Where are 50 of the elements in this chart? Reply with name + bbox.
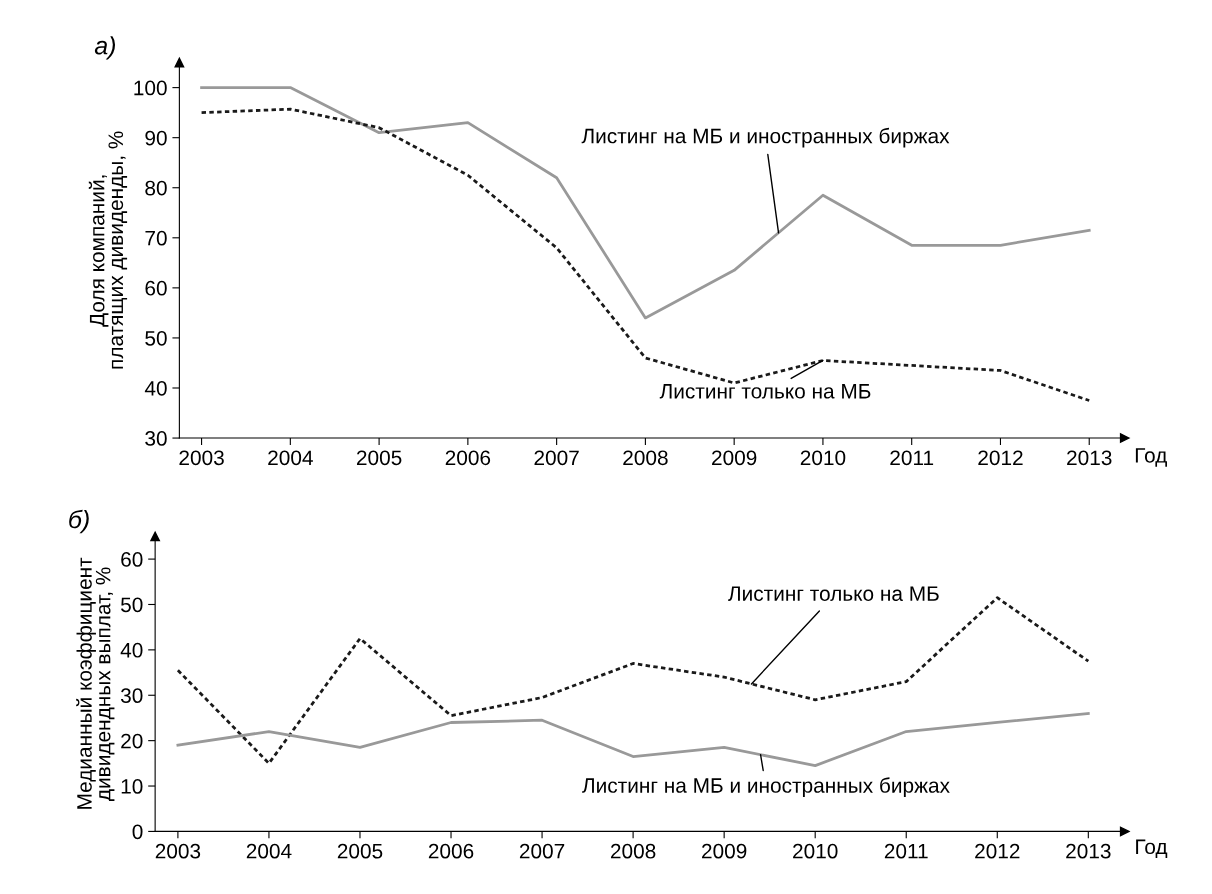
x-tick-label: 2013 (1066, 843, 1111, 859)
x-tick-label: 2009 (712, 450, 757, 466)
series-label: Листинг только на МБ (728, 586, 939, 601)
y-tick-label: 20 (121, 733, 143, 749)
y-tick-label: 100 (134, 80, 167, 96)
x-tick-label: 2004 (246, 843, 292, 859)
x-axis-title: Год (1135, 448, 1167, 467)
line-series (200, 107, 1091, 402)
x-tick-label: 2010 (800, 450, 846, 466)
line-series (176, 712, 1090, 767)
x-tick-label: 2007 (534, 450, 579, 466)
series-label: Листинг только на МБ (659, 384, 871, 399)
x-tick-label: 2006 (428, 843, 474, 859)
y-tick-label: 60 (121, 552, 143, 567)
y-tick-label: 90 (145, 130, 167, 146)
x-tick-label: 2005 (356, 450, 402, 466)
y-tick-label: 70 (145, 230, 167, 246)
x-tick-label: 2012 (978, 450, 1023, 466)
x-tick-label: 2006 (445, 450, 491, 466)
y-tick-label: 40 (120, 642, 143, 658)
y-tick-label: 0 (132, 824, 143, 840)
x-tick-label: 2003 (179, 450, 224, 466)
series-label: Листинг на МБ и иностранных биржах (581, 127, 950, 148)
y-tick-label: 50 (145, 330, 167, 346)
y-tick-label: 60 (145, 280, 167, 296)
x-axis-title: Год (1136, 839, 1168, 859)
x-tick-label: 2011 (890, 450, 934, 466)
x-tick-label: 2005 (337, 843, 383, 859)
y-tick-label: 10 (121, 779, 143, 794)
y-tick-label: 30 (145, 431, 167, 446)
x-tick-label: 2010 (793, 843, 838, 859)
chart-title: б) (69, 509, 89, 534)
x-tick-label: 2009 (702, 843, 747, 859)
chart-title: а) (94, 36, 116, 60)
x-tick-label: 2004 (268, 450, 313, 466)
x-tick-label: 2013 (1067, 450, 1112, 466)
y-tick-label: 50 (120, 597, 143, 613)
x-tick-label: 2008 (610, 843, 656, 859)
y-axis-title: Доля компаний, платящих дивиденды, % (88, 131, 128, 369)
x-tick-label: 2007 (519, 843, 565, 859)
x-tick-label: 2011 (884, 843, 928, 859)
series-label: Листинг на МБ и иностранных биржах (582, 777, 950, 797)
y-tick-label: 80 (145, 180, 167, 196)
y-tick-label: 40 (144, 381, 167, 396)
y-axis-title: Медианный коэффициент дивидендных выплат, % (76, 557, 115, 809)
x-tick-label: 2008 (623, 450, 668, 466)
x-tick-label: 2012 (975, 843, 1020, 859)
line-series (200, 86, 1091, 320)
y-tick-label: 30 (120, 688, 143, 704)
x-tick-label: 2003 (155, 843, 201, 859)
